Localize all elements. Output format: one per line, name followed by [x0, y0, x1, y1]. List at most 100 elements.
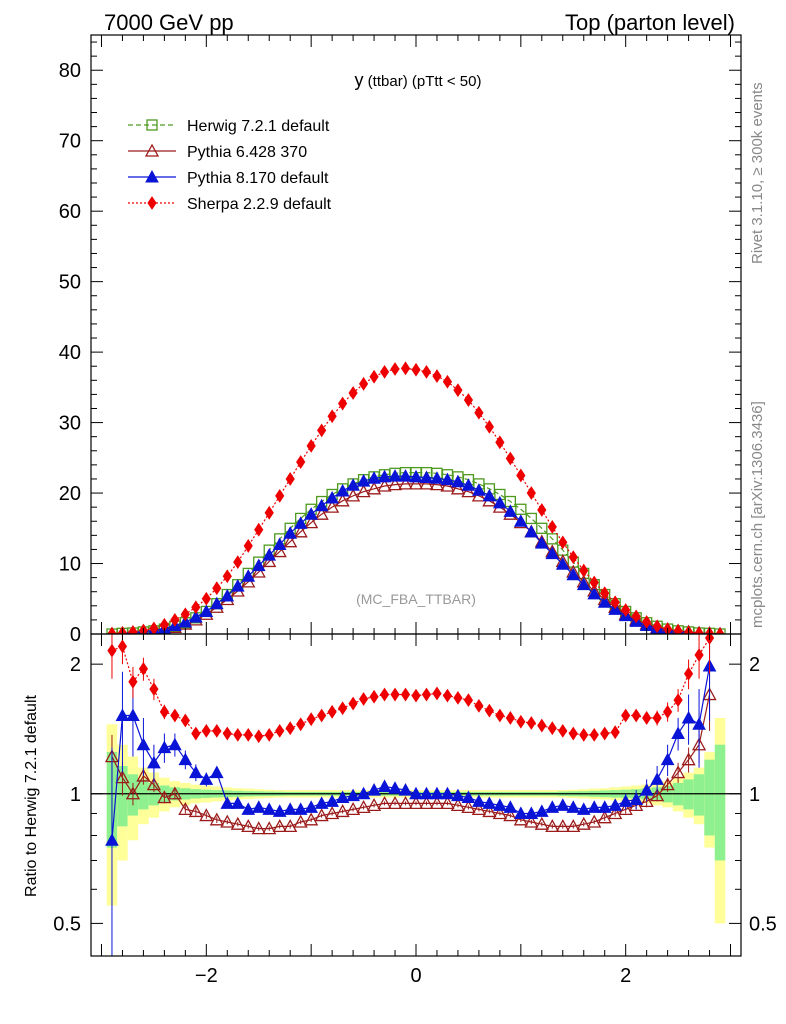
ratio-point-s1-19	[304, 800, 319, 813]
ratio-point-s1-11	[220, 796, 235, 809]
ratio-point-s2-1	[117, 639, 128, 654]
data-point-s2-20	[314, 498, 329, 512]
data-point-s2-32	[440, 472, 455, 486]
data-point-s2-33	[451, 474, 465, 488]
ratio-point-s2-29	[411, 688, 421, 703]
data-point-s3-33	[453, 383, 463, 398]
data-point-s3-56	[694, 626, 704, 634]
ratio-point-s1-4	[147, 755, 161, 769]
data-point-s2-27	[388, 469, 402, 482]
data-point-s2-14	[251, 558, 266, 572]
data-point-s0-41	[536, 522, 548, 534]
data-point-s3-8	[191, 600, 201, 615]
ratio-point-s1-23	[346, 788, 360, 802]
data-point-s3-18	[296, 455, 306, 469]
ratio-point-s2-55	[683, 666, 694, 681]
ratio-point-s2-11	[222, 726, 232, 741]
ratio-point-s2-7	[180, 713, 190, 728]
ratio-point-s0-39	[513, 812, 528, 826]
ratio-point-s0-21	[325, 806, 340, 820]
watermark: (MC_FBA_TTBAR)	[356, 591, 476, 607]
data-point-s3-40	[526, 486, 536, 500]
ratio-point-s0-15	[262, 821, 277, 835]
ratio-point-s1-37	[493, 798, 507, 811]
ratio-point-s1-43	[555, 798, 570, 811]
ratio-point-s0-33	[450, 797, 466, 811]
data-point-s1-32	[440, 478, 455, 492]
data-point-s3-0	[107, 626, 117, 634]
data-point-s3-34	[463, 393, 474, 407]
ratio-point-s0-26	[377, 796, 392, 810]
ratio-point-s2-32	[442, 688, 453, 703]
ratio-point-s2-6	[170, 708, 180, 723]
data-point-s1-34	[461, 484, 476, 498]
ratio-point-s2-18	[296, 717, 306, 732]
data-point-s1-17	[283, 534, 298, 548]
band-green-58	[714, 744, 726, 861]
ratio-point-s1-56	[692, 717, 706, 730]
xtick-label: 2	[620, 965, 631, 987]
data-point-s2-23	[346, 478, 360, 491]
ytick-label: 60	[59, 201, 81, 223]
ratio-point-s2-28	[400, 687, 411, 702]
ratio-point-s2-52	[652, 711, 662, 725]
data-point-s3-52	[652, 619, 662, 634]
data-point-s3-17	[285, 472, 295, 486]
data-point-s1-16	[272, 544, 287, 558]
ratio-point-s0-45	[576, 816, 591, 830]
ratio-ytick-label: 1	[70, 784, 81, 806]
data-point-s2-21	[325, 490, 339, 504]
ratio-point-s2-19	[306, 712, 316, 727]
main-plot: 0 10 20 30 40 50 60 70 80	[59, 34, 742, 646]
data-point-s1-23	[346, 488, 361, 502]
data-point-s1-27	[387, 477, 403, 491]
ratio-point-s2-8	[191, 726, 201, 741]
data-point-s3-41	[537, 503, 547, 517]
data-point-s2-12	[230, 579, 245, 592]
ytick-label: 20	[59, 483, 81, 505]
data-point-s3-42	[547, 519, 557, 534]
data-point-s3-26	[379, 364, 390, 379]
ratio-point-s1-7	[178, 752, 193, 766]
ratio-point-s0-10	[209, 812, 224, 826]
ratio-ytick-label-right: 1	[749, 784, 760, 806]
data-point-s3-49	[621, 603, 631, 617]
data-point-s3-43	[558, 535, 568, 550]
ratio-point-s2-26	[379, 687, 390, 702]
ratio-point-s1-42	[545, 800, 560, 813]
ratio-ytick-label-right: 2	[749, 654, 760, 676]
ratio-point-s2-24	[358, 692, 369, 706]
ratio-point-s1-48	[608, 798, 623, 811]
data-point-s3-36	[484, 419, 494, 434]
data-point-s1-25	[366, 481, 382, 495]
data-point-s2-39	[513, 514, 528, 527]
ratio-point-s2-40	[526, 716, 536, 730]
legend-label-2: Pythia 8.170 default	[187, 170, 329, 187]
ratio-point-s2-17	[285, 721, 295, 736]
data-point-s3-38	[505, 451, 515, 466]
ratio-point-s0-4	[146, 777, 161, 791]
ratio-point-s1-44	[566, 800, 581, 813]
ratio-point-s0-29	[408, 796, 424, 810]
ratio-point-s0-34	[461, 799, 476, 813]
ratio-point-s0-2	[125, 786, 141, 800]
ratio-point-s0-51	[639, 794, 654, 808]
ratio-point-s0-55	[681, 752, 696, 766]
ratio-point-s2-0	[107, 643, 117, 658]
ratio-point-s1-3	[136, 737, 151, 751]
data-point-s1-29	[408, 476, 424, 490]
data-point-s2-43	[555, 557, 570, 570]
mcplots-label: mcplots.cern.ch [arXiv:1306.3436]	[749, 401, 766, 628]
data-point-s2-15	[262, 548, 277, 561]
ratio-point-s1-1	[115, 708, 130, 721]
ratio-point-s2-51	[642, 711, 652, 725]
legend-marker-2	[145, 169, 159, 183]
ratio-point-s2-10	[212, 723, 222, 738]
data-point-s2-17	[283, 526, 298, 539]
ratio-point-s2-54	[673, 693, 683, 708]
ytick-label: 40	[59, 342, 81, 364]
data-point-s3-28	[400, 361, 411, 376]
ratio-ytick-label: 0.5	[53, 913, 81, 935]
ratio-point-s2-16	[275, 723, 285, 738]
data-point-s0-42	[546, 533, 558, 545]
